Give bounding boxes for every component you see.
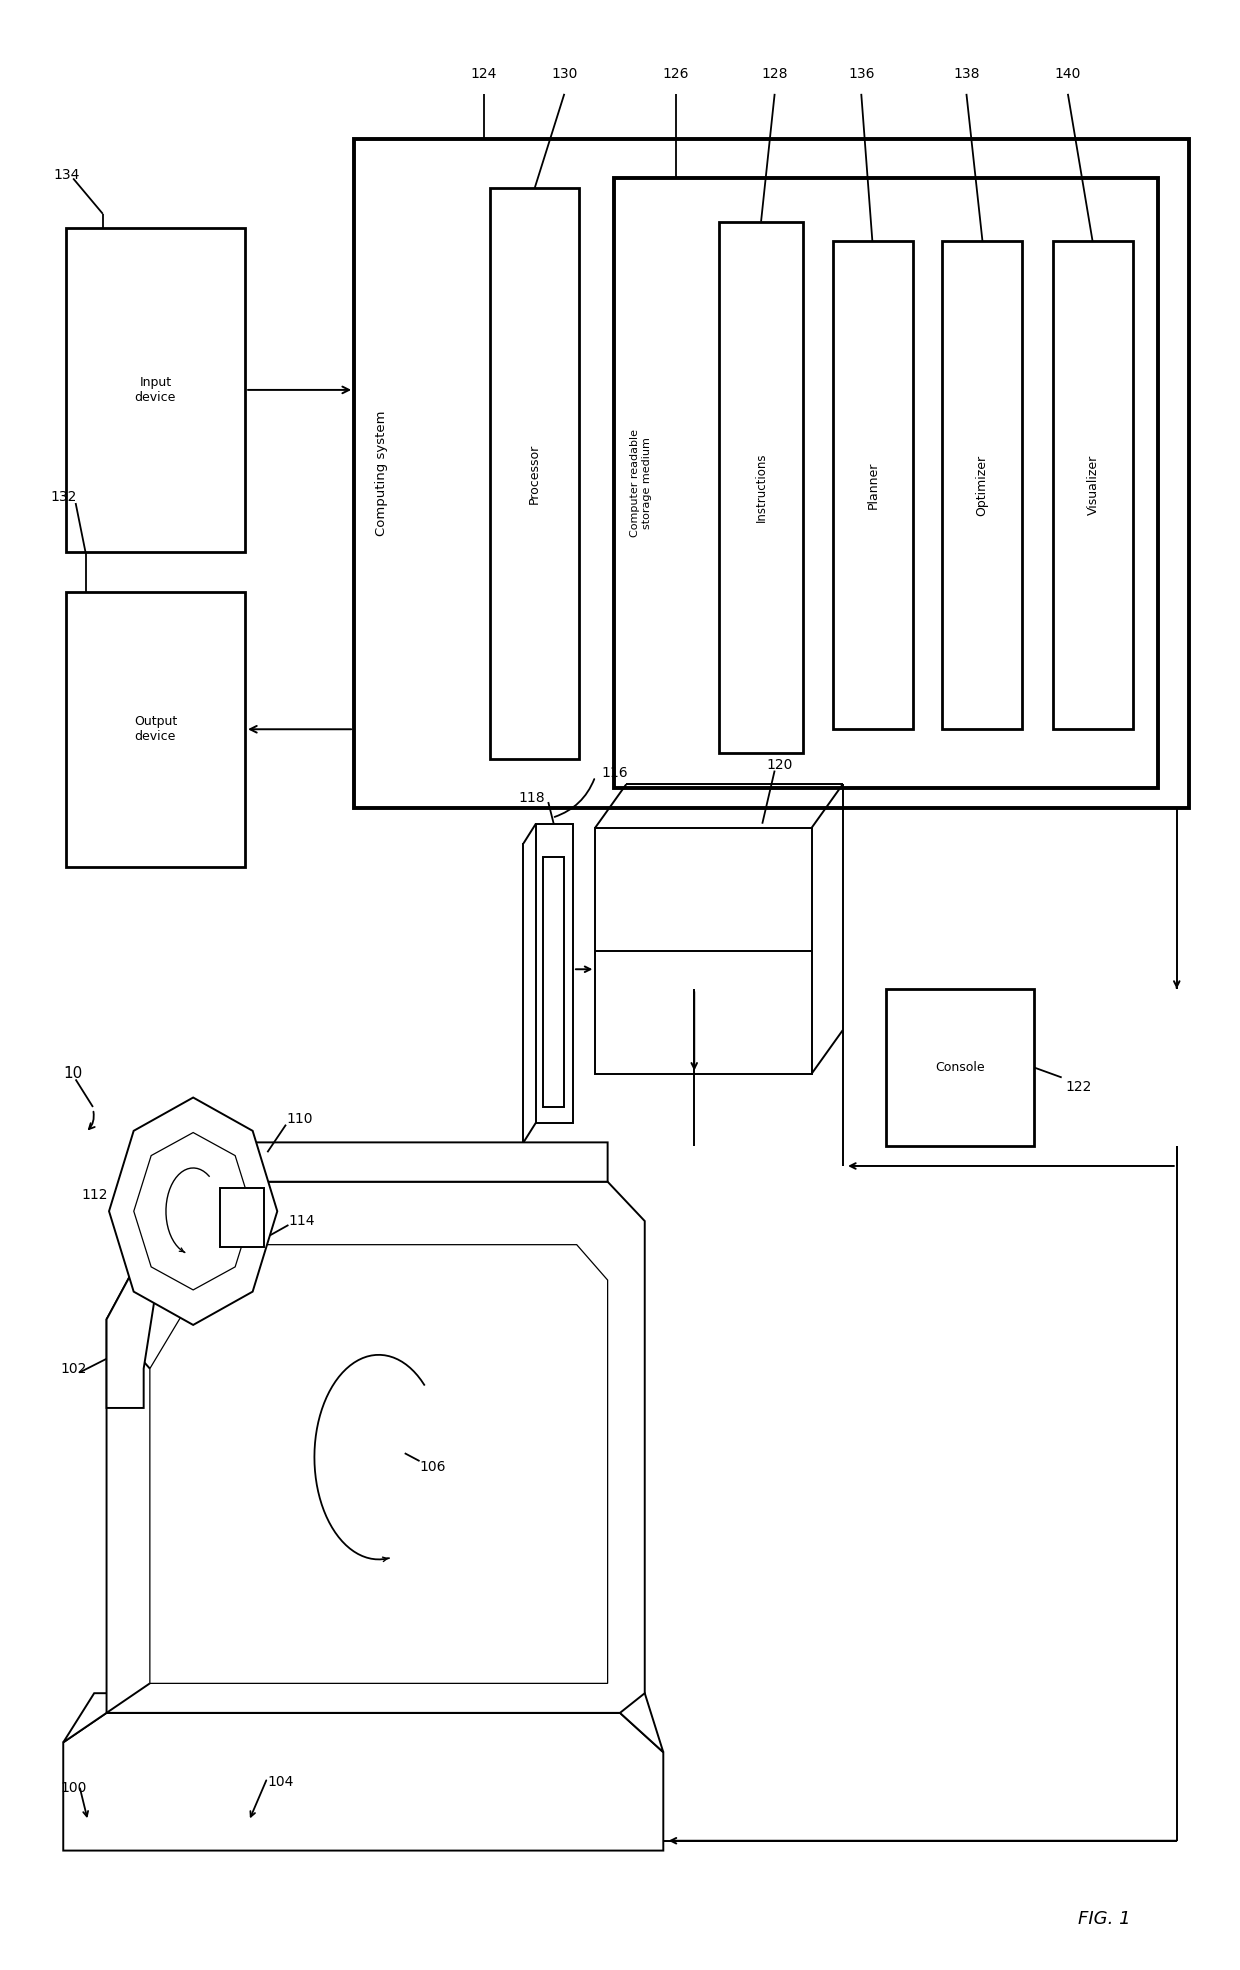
Text: 114: 114	[289, 1214, 315, 1227]
Text: Input
device: Input device	[135, 376, 176, 404]
Bar	[353, 140, 1189, 808]
Text: 126: 126	[662, 67, 689, 81]
Text: 122: 122	[1065, 1080, 1091, 1093]
Bar	[941, 242, 1022, 729]
Polygon shape	[107, 1182, 645, 1712]
Polygon shape	[63, 1692, 663, 1751]
Text: Processor: Processor	[528, 443, 541, 504]
Bar	[887, 989, 1034, 1147]
Bar	[66, 229, 246, 552]
Text: 100: 100	[61, 1781, 87, 1795]
Polygon shape	[107, 1143, 608, 1320]
Text: 140: 140	[1055, 67, 1081, 81]
Text: 104: 104	[268, 1775, 294, 1789]
Bar	[614, 179, 1158, 788]
Polygon shape	[107, 1192, 193, 1409]
Text: 132: 132	[51, 491, 77, 504]
Text: FIG. 1: FIG. 1	[1078, 1911, 1131, 1929]
Text: 10: 10	[63, 1066, 83, 1082]
Bar	[490, 189, 579, 758]
Polygon shape	[150, 1245, 608, 1682]
Text: 106: 106	[419, 1460, 446, 1474]
Text: Visualizer: Visualizer	[1086, 455, 1100, 516]
Polygon shape	[543, 857, 564, 1107]
Bar	[1053, 242, 1133, 729]
Bar	[221, 1188, 264, 1247]
Polygon shape	[536, 823, 573, 1123]
Text: Computer readable
storage medium: Computer readable storage medium	[630, 429, 652, 538]
Text: 120: 120	[766, 758, 792, 772]
Text: 128: 128	[761, 67, 787, 81]
Text: Console: Console	[935, 1062, 985, 1074]
Text: Output
device: Output device	[134, 715, 177, 743]
Text: 118: 118	[518, 792, 546, 806]
Text: 136: 136	[848, 67, 874, 81]
Bar	[66, 591, 246, 867]
Polygon shape	[144, 1182, 156, 1261]
Text: Planner: Planner	[867, 461, 879, 508]
Polygon shape	[109, 1097, 278, 1326]
Text: 110: 110	[286, 1111, 312, 1125]
Text: 134: 134	[53, 167, 79, 181]
Text: 130: 130	[551, 67, 578, 81]
Bar	[833, 242, 913, 729]
Polygon shape	[63, 1712, 663, 1850]
Bar	[595, 827, 812, 1074]
Polygon shape	[134, 1133, 253, 1290]
Bar	[719, 223, 804, 753]
Text: 112: 112	[82, 1188, 108, 1202]
Text: 102: 102	[61, 1361, 87, 1375]
Text: 124: 124	[471, 67, 497, 81]
Text: Optimizer: Optimizer	[976, 455, 988, 516]
Text: 138: 138	[954, 67, 980, 81]
Text: 116: 116	[601, 766, 629, 780]
Text: Instructions: Instructions	[755, 453, 768, 522]
Text: Computing system: Computing system	[374, 412, 388, 536]
